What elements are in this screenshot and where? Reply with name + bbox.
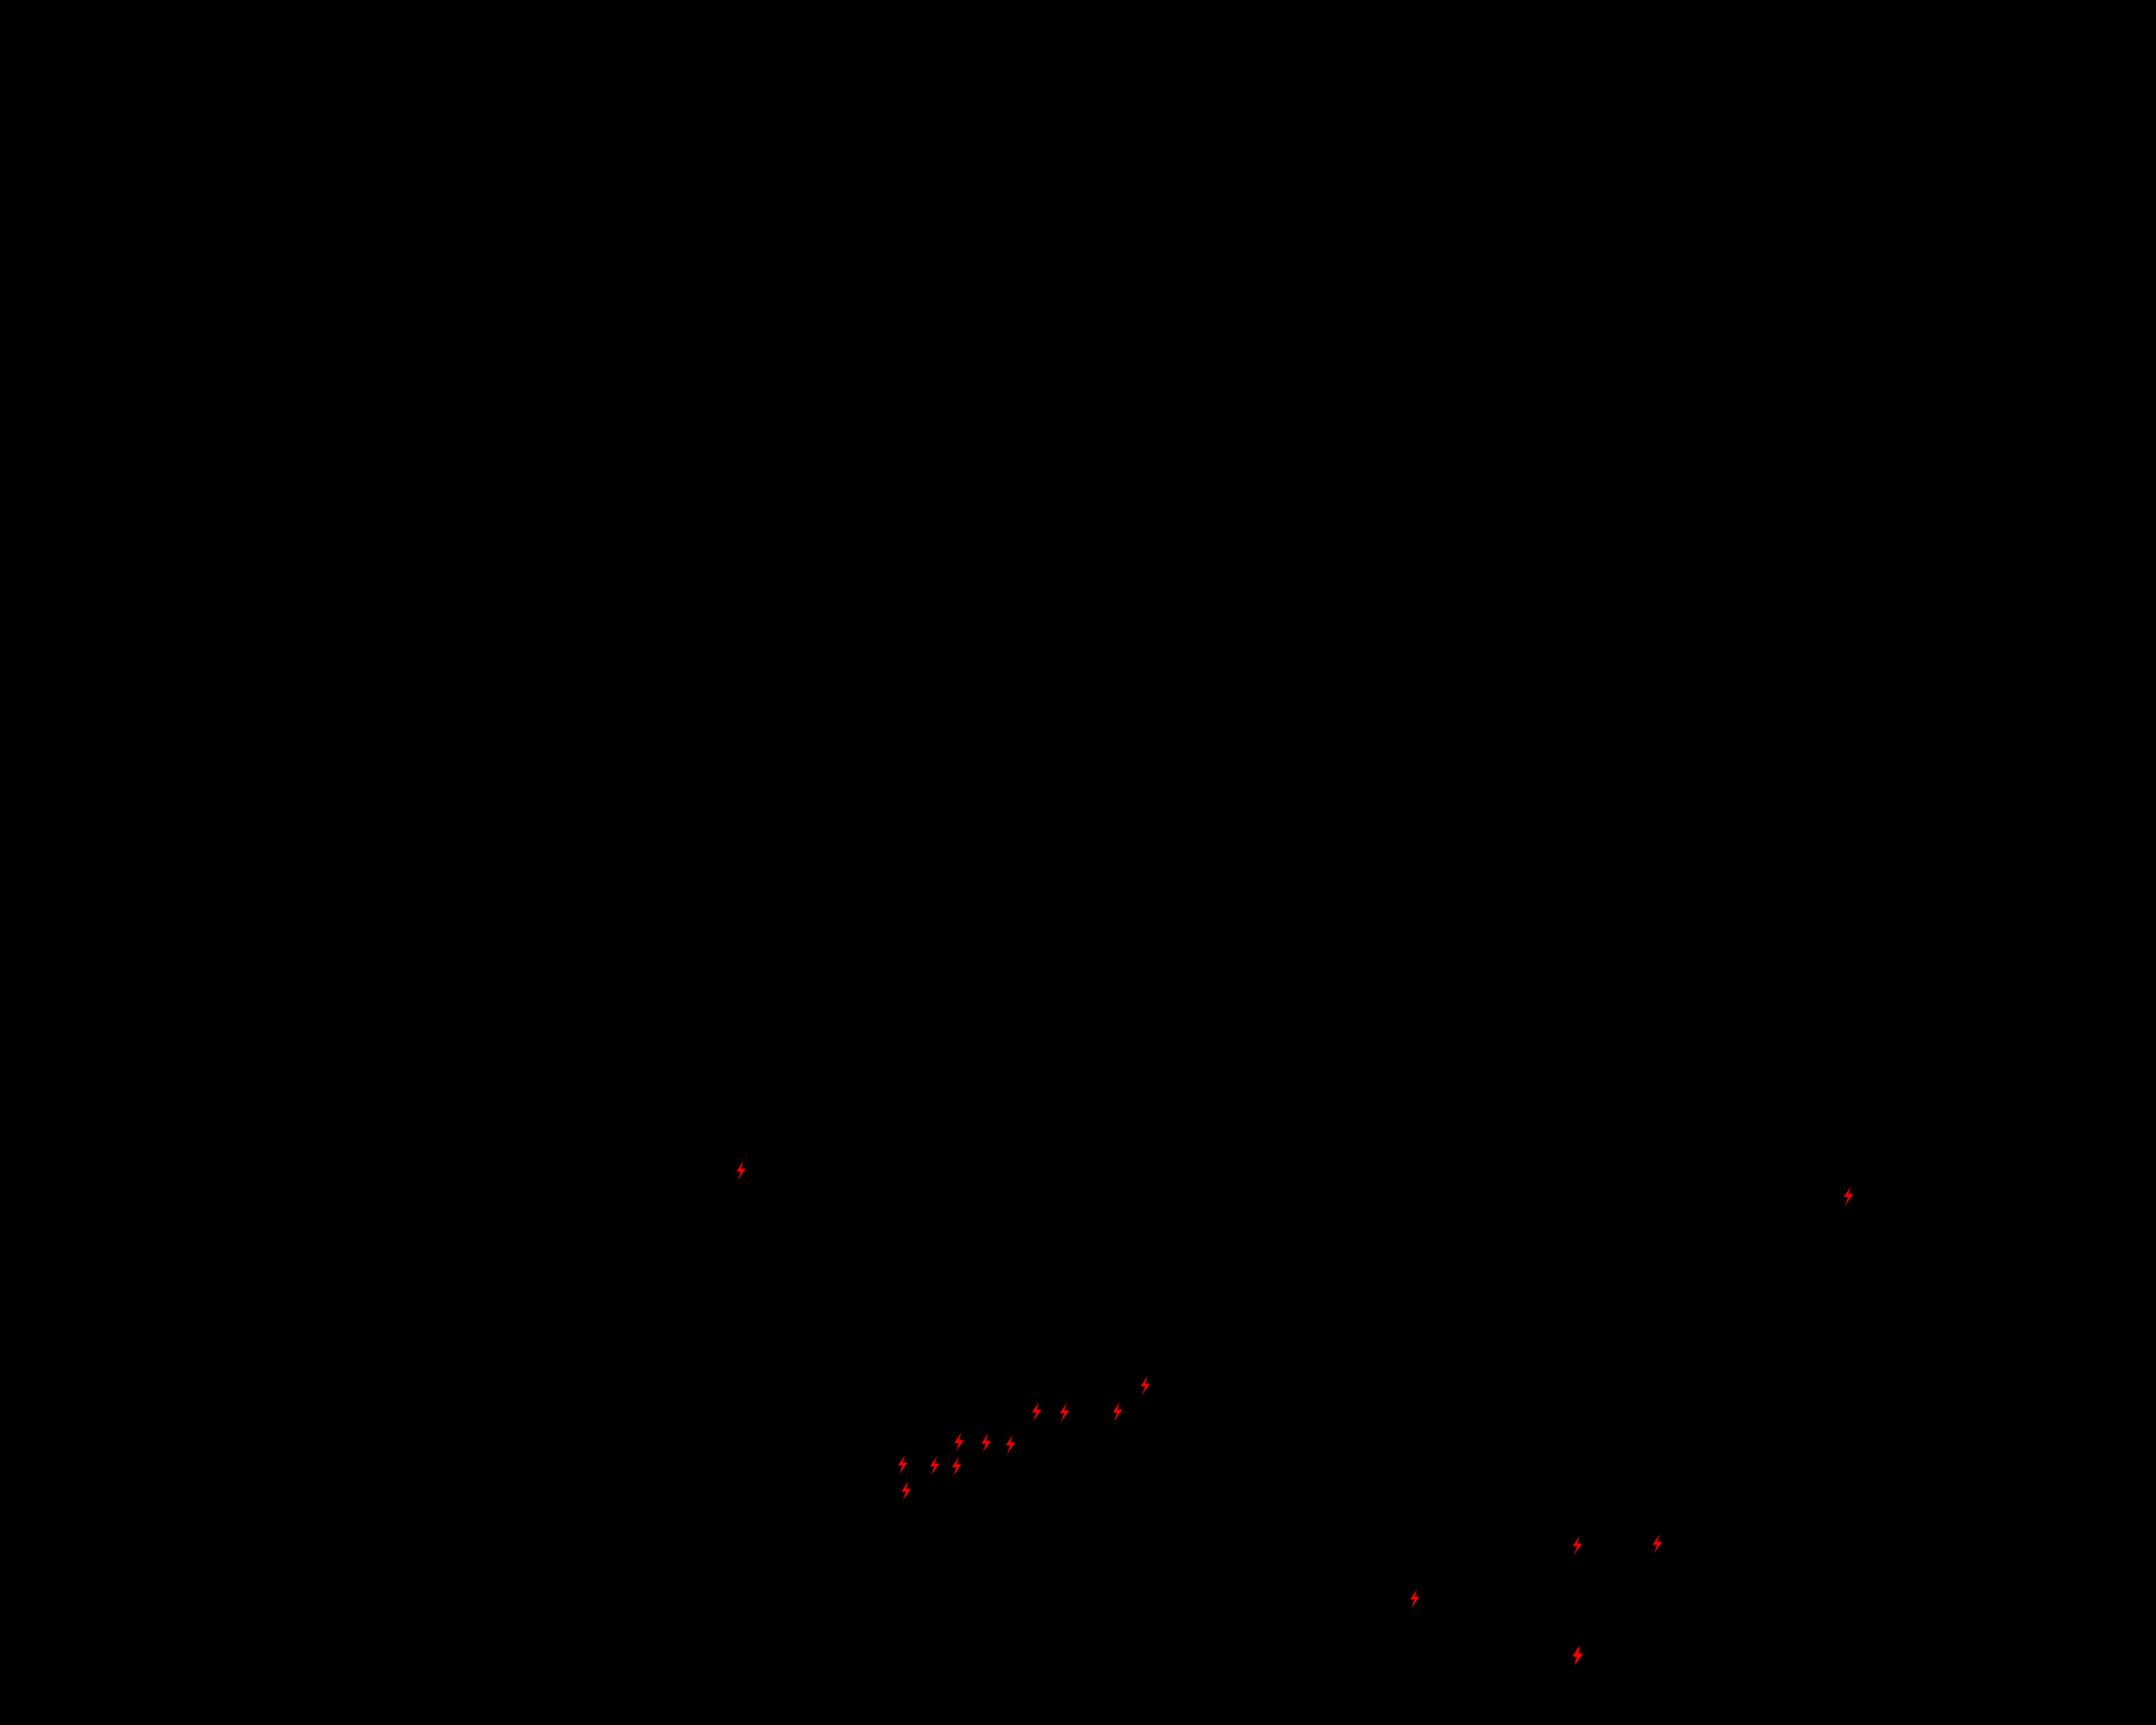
lightning-bolt-icon[interactable] (1406, 1585, 1424, 1612)
lightning-bolt-icon[interactable] (1136, 1372, 1155, 1399)
lightning-bolt-icon[interactable] (947, 1453, 966, 1480)
lightning-bolt-icon[interactable] (1027, 1398, 1046, 1425)
lightning-bolt-icon[interactable] (977, 1429, 995, 1456)
lightning-bolt-icon[interactable] (1568, 1532, 1587, 1559)
lightning-bolt-icon[interactable] (1648, 1530, 1667, 1557)
lightning-bolt-icon[interactable] (1001, 1431, 1020, 1458)
lightning-bolt-icon[interactable] (1055, 1399, 1074, 1426)
lightning-bolt-icon[interactable] (1108, 1398, 1127, 1425)
lightning-bolt-icon[interactable] (897, 1477, 915, 1504)
lightning-bolt-icon[interactable] (732, 1157, 750, 1184)
lightning-bolt-icon[interactable] (950, 1429, 969, 1455)
lightning-bolt-icon[interactable] (1569, 1642, 1588, 1669)
lightning-bolt-icon[interactable] (1839, 1183, 1858, 1210)
lightning-bolt-icon[interactable] (926, 1452, 944, 1479)
lightning-bolt-icon[interactable] (894, 1451, 912, 1478)
